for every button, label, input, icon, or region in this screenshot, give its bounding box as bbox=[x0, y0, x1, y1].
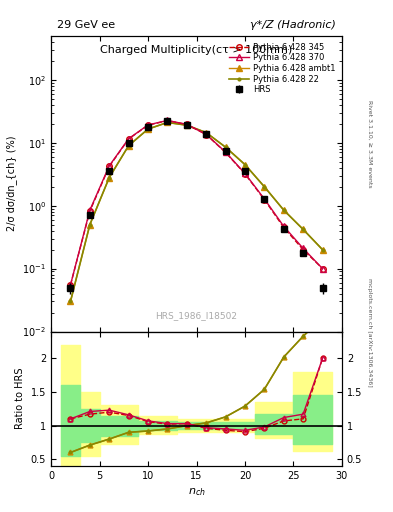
Pythia 6.428 22 bbox=[223, 144, 228, 150]
Pythia 6.428 345 bbox=[281, 224, 286, 230]
Pythia 6.428 ambt1 bbox=[165, 119, 170, 125]
Pythia 6.428 22 bbox=[146, 126, 151, 132]
Pythia 6.428 22 bbox=[126, 142, 131, 148]
Pythia 6.428 370 bbox=[281, 223, 286, 229]
Pythia 6.428 370 bbox=[146, 122, 151, 128]
Pythia 6.428 345 bbox=[301, 247, 305, 253]
Pythia 6.428 370 bbox=[223, 149, 228, 155]
Pythia 6.428 22 bbox=[301, 226, 305, 232]
Pythia 6.428 345 bbox=[204, 132, 209, 138]
Pythia 6.428 ambt1 bbox=[301, 226, 305, 232]
Pythia 6.428 370 bbox=[242, 170, 247, 177]
Pythia 6.428 370 bbox=[107, 163, 112, 169]
X-axis label: $n_{ch}$: $n_{ch}$ bbox=[187, 486, 206, 498]
Pythia 6.428 ambt1 bbox=[262, 184, 267, 190]
Pythia 6.428 ambt1 bbox=[281, 207, 286, 213]
Pythia 6.428 370 bbox=[184, 121, 189, 127]
Pythia 6.428 370 bbox=[320, 266, 325, 272]
Pythia 6.428 345 bbox=[320, 266, 325, 272]
Pythia 6.428 345 bbox=[107, 163, 112, 169]
Pythia 6.428 ambt1 bbox=[146, 126, 151, 132]
Text: Charged Multiplicity(cτ > 100mm): Charged Multiplicity(cτ > 100mm) bbox=[100, 45, 293, 55]
Pythia 6.428 ambt1 bbox=[126, 142, 131, 148]
Pythia 6.428 370 bbox=[301, 245, 305, 251]
Text: Rivet 3.1.10, ≥ 3.3M events: Rivet 3.1.10, ≥ 3.3M events bbox=[367, 99, 372, 187]
Pythia 6.428 22 bbox=[107, 175, 112, 181]
Line: Pythia 6.428 22: Pythia 6.428 22 bbox=[68, 120, 325, 304]
Pythia 6.428 370 bbox=[204, 131, 209, 137]
Pythia 6.428 345 bbox=[68, 282, 73, 288]
Pythia 6.428 345 bbox=[223, 150, 228, 156]
Pythia 6.428 22 bbox=[242, 161, 247, 167]
Pythia 6.428 345 bbox=[146, 122, 151, 129]
Pythia 6.428 22 bbox=[184, 122, 189, 129]
Text: γ*/Z (Hadronic): γ*/Z (Hadronic) bbox=[250, 20, 336, 30]
Pythia 6.428 22 bbox=[281, 207, 286, 213]
Pythia 6.428 345 bbox=[242, 171, 247, 177]
Pythia 6.428 ambt1 bbox=[184, 122, 189, 129]
Pythia 6.428 ambt1 bbox=[204, 130, 209, 136]
Pythia 6.428 345 bbox=[165, 118, 170, 124]
Pythia 6.428 370 bbox=[165, 117, 170, 123]
Y-axis label: Ratio to HRS: Ratio to HRS bbox=[15, 368, 25, 430]
Pythia 6.428 22 bbox=[165, 119, 170, 125]
Pythia 6.428 22 bbox=[204, 130, 209, 136]
Pythia 6.428 22 bbox=[320, 247, 325, 253]
Pythia 6.428 345 bbox=[184, 121, 189, 127]
Text: HRS_1986_I18502: HRS_1986_I18502 bbox=[156, 311, 237, 319]
Line: Pythia 6.428 345: Pythia 6.428 345 bbox=[68, 118, 325, 288]
Pythia 6.428 370 bbox=[126, 136, 131, 142]
Y-axis label: 2/σ dσ/dn_{ch} (%): 2/σ dσ/dn_{ch} (%) bbox=[6, 136, 17, 231]
Pythia 6.428 345 bbox=[126, 136, 131, 142]
Pythia 6.428 ambt1 bbox=[242, 161, 247, 167]
Line: Pythia 6.428 370: Pythia 6.428 370 bbox=[68, 118, 325, 288]
Line: Pythia 6.428 ambt1: Pythia 6.428 ambt1 bbox=[68, 120, 325, 304]
Pythia 6.428 370 bbox=[88, 207, 92, 213]
Pythia 6.428 ambt1 bbox=[223, 144, 228, 150]
Pythia 6.428 22 bbox=[68, 298, 73, 305]
Pythia 6.428 ambt1 bbox=[320, 247, 325, 253]
Pythia 6.428 22 bbox=[88, 222, 92, 228]
Pythia 6.428 22 bbox=[262, 184, 267, 190]
Pythia 6.428 345 bbox=[262, 197, 267, 203]
Pythia 6.428 345 bbox=[88, 208, 92, 214]
Text: mcplots.cern.ch [arXiv:1306.3436]: mcplots.cern.ch [arXiv:1306.3436] bbox=[367, 279, 372, 387]
Legend: Pythia 6.428 345, Pythia 6.428 370, Pythia 6.428 ambt1, Pythia 6.428 22, HRS: Pythia 6.428 345, Pythia 6.428 370, Pyth… bbox=[226, 40, 338, 97]
Pythia 6.428 ambt1 bbox=[107, 175, 112, 181]
Pythia 6.428 370 bbox=[68, 282, 73, 288]
Pythia 6.428 ambt1 bbox=[68, 298, 73, 305]
Pythia 6.428 ambt1 bbox=[88, 222, 92, 228]
Pythia 6.428 370 bbox=[262, 196, 267, 202]
Text: 29 GeV ee: 29 GeV ee bbox=[57, 20, 115, 30]
